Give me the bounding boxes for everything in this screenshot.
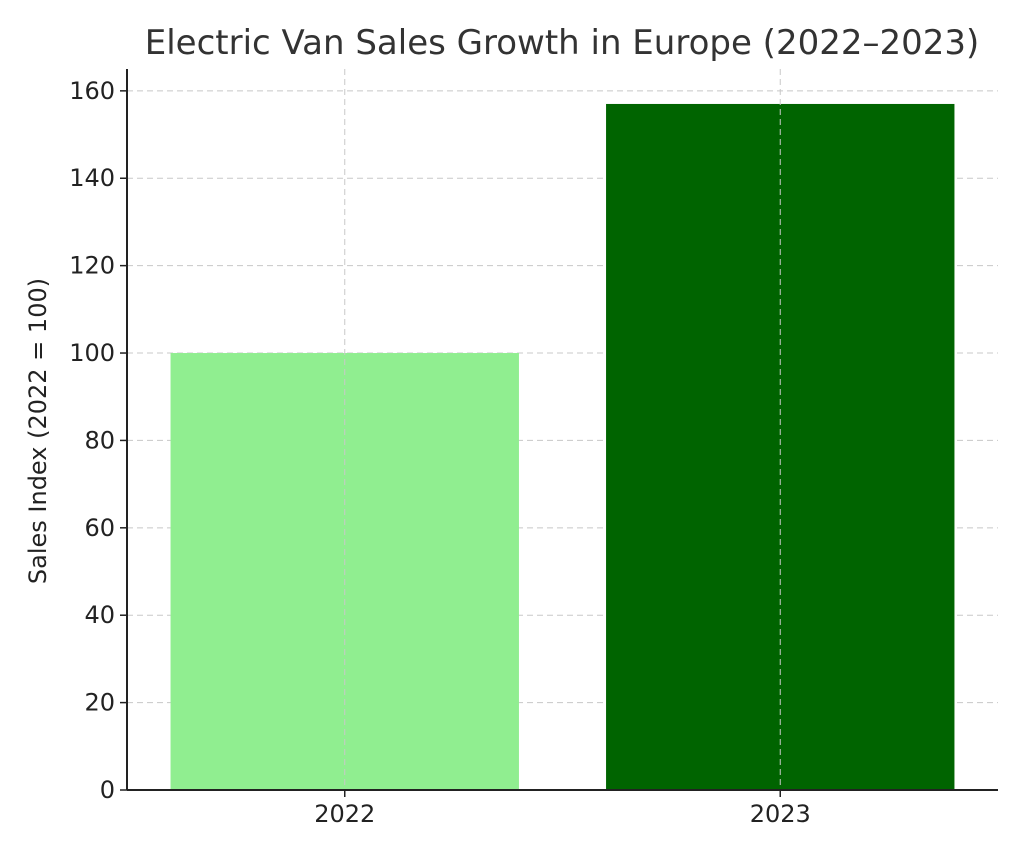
y-tick-label-160: 160 bbox=[69, 77, 115, 105]
vertical-grid-layer bbox=[344, 69, 781, 790]
y-tick-label-80: 80 bbox=[84, 426, 115, 454]
y-tick-label-60: 60 bbox=[84, 514, 115, 542]
bar-2023 bbox=[606, 103, 955, 790]
y-tick-label-140: 140 bbox=[69, 164, 115, 192]
x-tick-label-2023: 2023 bbox=[750, 800, 811, 828]
y-tick-label-100: 100 bbox=[69, 339, 115, 367]
x-tick-label-2022: 2022 bbox=[314, 800, 375, 828]
chart-title: Electric Van Sales Growth in Europe (202… bbox=[145, 23, 980, 63]
y-tick-label-120: 120 bbox=[69, 252, 115, 280]
y-tick-label-20: 20 bbox=[84, 689, 115, 717]
y-tick-label-0: 0 bbox=[100, 776, 115, 804]
axes-layer bbox=[126, 69, 998, 791]
bars-layer bbox=[170, 103, 955, 790]
y-tick-label-40: 40 bbox=[84, 601, 115, 629]
y-axis-label: Sales Index (2022 = 100) bbox=[24, 278, 52, 584]
ticks-layer: 0 20 40 60 80 100 120 140 160 2022 2023 bbox=[69, 77, 811, 828]
